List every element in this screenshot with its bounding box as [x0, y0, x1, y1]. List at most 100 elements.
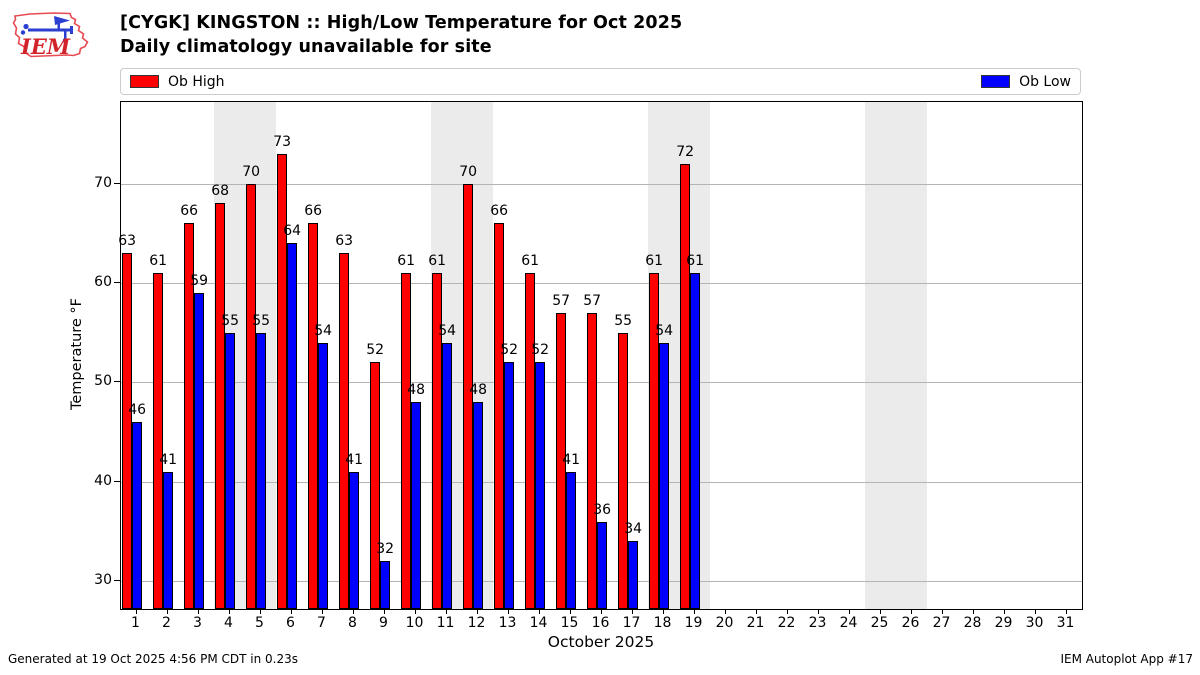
y-tick-label: 70: [94, 174, 112, 191]
high-bar-day-17: [618, 332, 629, 609]
weather-vane-icon: [20, 16, 73, 43]
low-value-label: 64: [283, 223, 302, 240]
high-bar-day-3: [184, 223, 195, 609]
x-tick-label: 30: [1025, 615, 1044, 631]
page-title: [CYGK] KINGSTON :: High/Low Temperature …: [120, 13, 683, 33]
x-tick-mark-icon: [507, 609, 509, 614]
x-tick-mark-icon: [972, 609, 974, 614]
iowa-outline-icon: [12, 12, 89, 58]
high-value-label: 61: [149, 252, 168, 269]
x-tick-label: 12: [467, 615, 486, 631]
low-bar-day-19: [690, 273, 701, 609]
y-tick-mark-icon: [114, 281, 120, 283]
x-tick-label: 26: [901, 615, 920, 631]
x-tick-label: 19: [684, 615, 703, 631]
x-tick-label: 17: [622, 615, 641, 631]
high-value-label: 61: [428, 252, 447, 269]
x-tick-label: 13: [498, 615, 517, 631]
low-value-label: 46: [128, 402, 147, 419]
high-value-label: 70: [242, 163, 261, 180]
x-tick-label: 16: [591, 615, 610, 631]
high-value-label: 70: [459, 163, 478, 180]
low-value-label: 52: [500, 342, 519, 359]
high-bar-day-8: [339, 253, 350, 609]
high-bar-day-9: [370, 362, 381, 609]
x-tick-mark-icon: [259, 609, 261, 614]
low-bar-day-13: [504, 362, 515, 609]
low-value-label: 48: [407, 382, 426, 399]
high-bar-day-7: [308, 223, 319, 609]
high-bar-day-19: [680, 163, 691, 609]
low-bar-day-8: [349, 471, 360, 609]
generated-timestamp: Generated at 19 Oct 2025 4:56 PM CDT in …: [8, 652, 299, 666]
y-axis-label: Temperature °F: [69, 297, 85, 411]
x-tick-mark-icon: [1065, 609, 1067, 614]
x-tick-mark-icon: [910, 609, 912, 614]
high-bar-day-12: [463, 183, 474, 609]
x-tick-mark-icon: [817, 609, 819, 614]
x-tick-mark-icon: [1003, 609, 1005, 614]
high-value-label: 73: [273, 133, 292, 150]
y-tick-mark-icon: [114, 480, 120, 482]
gridline: [121, 183, 1082, 185]
ob-low-label: Ob Low: [1019, 73, 1071, 90]
low-bar-day-17: [628, 541, 639, 609]
low-value-label: 36: [593, 501, 612, 518]
x-tick-label: 2: [162, 615, 171, 631]
gridline: [121, 282, 1082, 284]
low-bar-day-18: [659, 342, 670, 609]
low-value-label: 52: [531, 342, 550, 359]
x-tick-mark-icon: [879, 609, 881, 614]
low-value-label: 55: [221, 312, 240, 329]
y-tick-mark-icon: [114, 580, 120, 582]
high-bar-day-13: [494, 223, 505, 609]
legend-item-ob-low: Ob Low: [981, 74, 1071, 90]
low-bar-day-7: [318, 342, 329, 609]
x-tick-mark-icon: [631, 609, 633, 614]
low-bar-day-12: [473, 402, 484, 609]
app-credit: IEM Autoplot App #17: [1060, 652, 1193, 666]
high-bar-day-1: [122, 253, 133, 609]
x-axis-label: October 2025: [547, 633, 655, 651]
low-value-label: 48: [469, 382, 488, 399]
y-tick-label: 60: [94, 273, 112, 290]
x-tick-label: 4: [224, 615, 233, 631]
x-tick-mark-icon: [166, 609, 168, 614]
low-value-label: 59: [190, 272, 209, 289]
x-tick-label: 11: [436, 615, 455, 631]
x-tick-mark-icon: [321, 609, 323, 614]
gridline: [121, 382, 1082, 384]
high-value-label: 57: [552, 292, 571, 309]
x-tick-mark-icon: [383, 609, 385, 614]
low-value-label: 54: [314, 322, 333, 339]
x-tick-mark-icon: [228, 609, 230, 614]
low-value-label: 61: [686, 252, 705, 269]
low-bar-day-11: [442, 342, 453, 609]
x-tick-label: 18: [653, 615, 672, 631]
y-tick-label: 30: [94, 572, 112, 589]
x-tick-label: 28: [963, 615, 982, 631]
x-tick-mark-icon: [569, 609, 571, 614]
x-tick-label: 7: [317, 615, 326, 631]
low-bar-day-2: [163, 471, 174, 609]
y-tick-label: 50: [94, 373, 112, 390]
x-tick-mark-icon: [445, 609, 447, 614]
y-tick-label: 40: [94, 472, 112, 489]
x-tick-mark-icon: [1034, 609, 1036, 614]
low-value-label: 54: [438, 322, 457, 339]
ob-low-swatch-icon: [981, 75, 1011, 88]
iem-logo-text: IEM: [20, 34, 71, 59]
x-tick-label: 29: [994, 615, 1013, 631]
low-value-label: 41: [562, 451, 581, 468]
high-value-label: 68: [211, 183, 230, 200]
x-tick-mark-icon: [352, 609, 354, 614]
high-value-label: 61: [521, 252, 540, 269]
low-value-label: 41: [345, 451, 364, 468]
low-bar-day-9: [380, 561, 391, 609]
low-value-label: 32: [376, 541, 395, 558]
high-value-label: 61: [397, 252, 416, 269]
high-value-label: 66: [304, 203, 323, 220]
low-bar-day-1: [132, 422, 143, 609]
high-bar-day-16: [587, 312, 598, 609]
low-value-label: 54: [655, 322, 674, 339]
